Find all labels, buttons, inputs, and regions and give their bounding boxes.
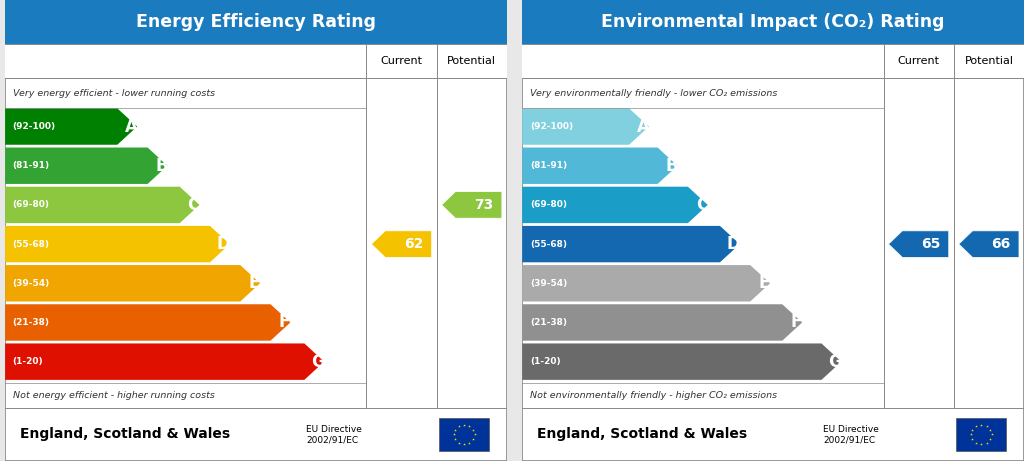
Polygon shape <box>522 304 802 341</box>
Text: (1-20): (1-20) <box>12 357 43 366</box>
Polygon shape <box>5 187 200 223</box>
Text: (69-80): (69-80) <box>529 201 566 209</box>
Text: A: A <box>637 118 649 136</box>
Text: B: B <box>666 157 678 175</box>
Text: C: C <box>187 196 200 214</box>
Text: G: G <box>311 353 325 371</box>
Text: E: E <box>249 274 260 292</box>
Polygon shape <box>5 343 325 380</box>
Text: Not environmentally friendly - higher CO₂ emissions: Not environmentally friendly - higher CO… <box>529 391 777 400</box>
Polygon shape <box>5 226 229 262</box>
Bar <box>956 419 1007 451</box>
Polygon shape <box>889 231 948 257</box>
Text: (69-80): (69-80) <box>12 201 49 209</box>
Polygon shape <box>522 343 842 380</box>
Polygon shape <box>441 192 502 218</box>
Polygon shape <box>522 108 649 145</box>
Text: (55-68): (55-68) <box>529 240 566 248</box>
Text: Current: Current <box>898 56 940 66</box>
Text: (39-54): (39-54) <box>12 279 50 288</box>
Text: D: D <box>217 235 230 253</box>
Text: Very environmentally friendly - lower CO₂ emissions: Very environmentally friendly - lower CO… <box>529 89 777 98</box>
Text: England, Scotland & Wales: England, Scotland & Wales <box>538 427 748 442</box>
Bar <box>5 44 507 78</box>
Text: C: C <box>695 196 708 214</box>
Text: Current: Current <box>381 56 423 66</box>
Text: D: D <box>727 235 740 253</box>
Text: Not energy efficient - higher running costs: Not energy efficient - higher running co… <box>12 391 214 400</box>
Polygon shape <box>5 148 168 184</box>
Bar <box>439 419 489 451</box>
Text: (21-38): (21-38) <box>12 318 49 327</box>
Text: EU Directive
2002/91/EC: EU Directive 2002/91/EC <box>306 425 362 444</box>
Text: 62: 62 <box>403 237 423 251</box>
Text: Very energy efficient - lower running costs: Very energy efficient - lower running co… <box>12 89 215 98</box>
Text: F: F <box>279 313 290 331</box>
Polygon shape <box>5 265 260 301</box>
Text: Potential: Potential <box>965 56 1014 66</box>
Bar <box>5 0 507 44</box>
Text: F: F <box>791 313 802 331</box>
Text: Environmental Impact (CO₂) Rating: Environmental Impact (CO₂) Rating <box>601 13 945 31</box>
Text: (92-100): (92-100) <box>529 122 572 131</box>
Text: 65: 65 <box>921 237 940 251</box>
Text: E: E <box>759 274 770 292</box>
Bar <box>522 44 1024 78</box>
Text: (55-68): (55-68) <box>12 240 49 248</box>
Text: (21-38): (21-38) <box>529 318 566 327</box>
Text: (1-20): (1-20) <box>529 357 560 366</box>
Polygon shape <box>522 226 739 262</box>
Text: (81-91): (81-91) <box>529 161 567 170</box>
Polygon shape <box>372 231 432 257</box>
Text: A: A <box>125 118 137 136</box>
Text: Energy Efficiency Rating: Energy Efficiency Rating <box>136 13 376 31</box>
Polygon shape <box>958 231 1019 257</box>
Text: 66: 66 <box>991 237 1011 251</box>
Text: 73: 73 <box>474 198 494 212</box>
Text: (92-100): (92-100) <box>12 122 55 131</box>
Polygon shape <box>522 187 708 223</box>
Text: England, Scotland & Wales: England, Scotland & Wales <box>20 427 230 442</box>
Polygon shape <box>5 304 291 341</box>
Polygon shape <box>522 148 678 184</box>
Text: (39-54): (39-54) <box>529 279 567 288</box>
Polygon shape <box>5 108 137 145</box>
Text: (81-91): (81-91) <box>12 161 50 170</box>
Bar <box>522 0 1024 44</box>
Text: EU Directive
2002/91/EC: EU Directive 2002/91/EC <box>823 425 880 444</box>
Text: B: B <box>156 157 168 175</box>
Text: G: G <box>828 353 842 371</box>
Polygon shape <box>522 265 770 301</box>
Text: Potential: Potential <box>447 56 497 66</box>
